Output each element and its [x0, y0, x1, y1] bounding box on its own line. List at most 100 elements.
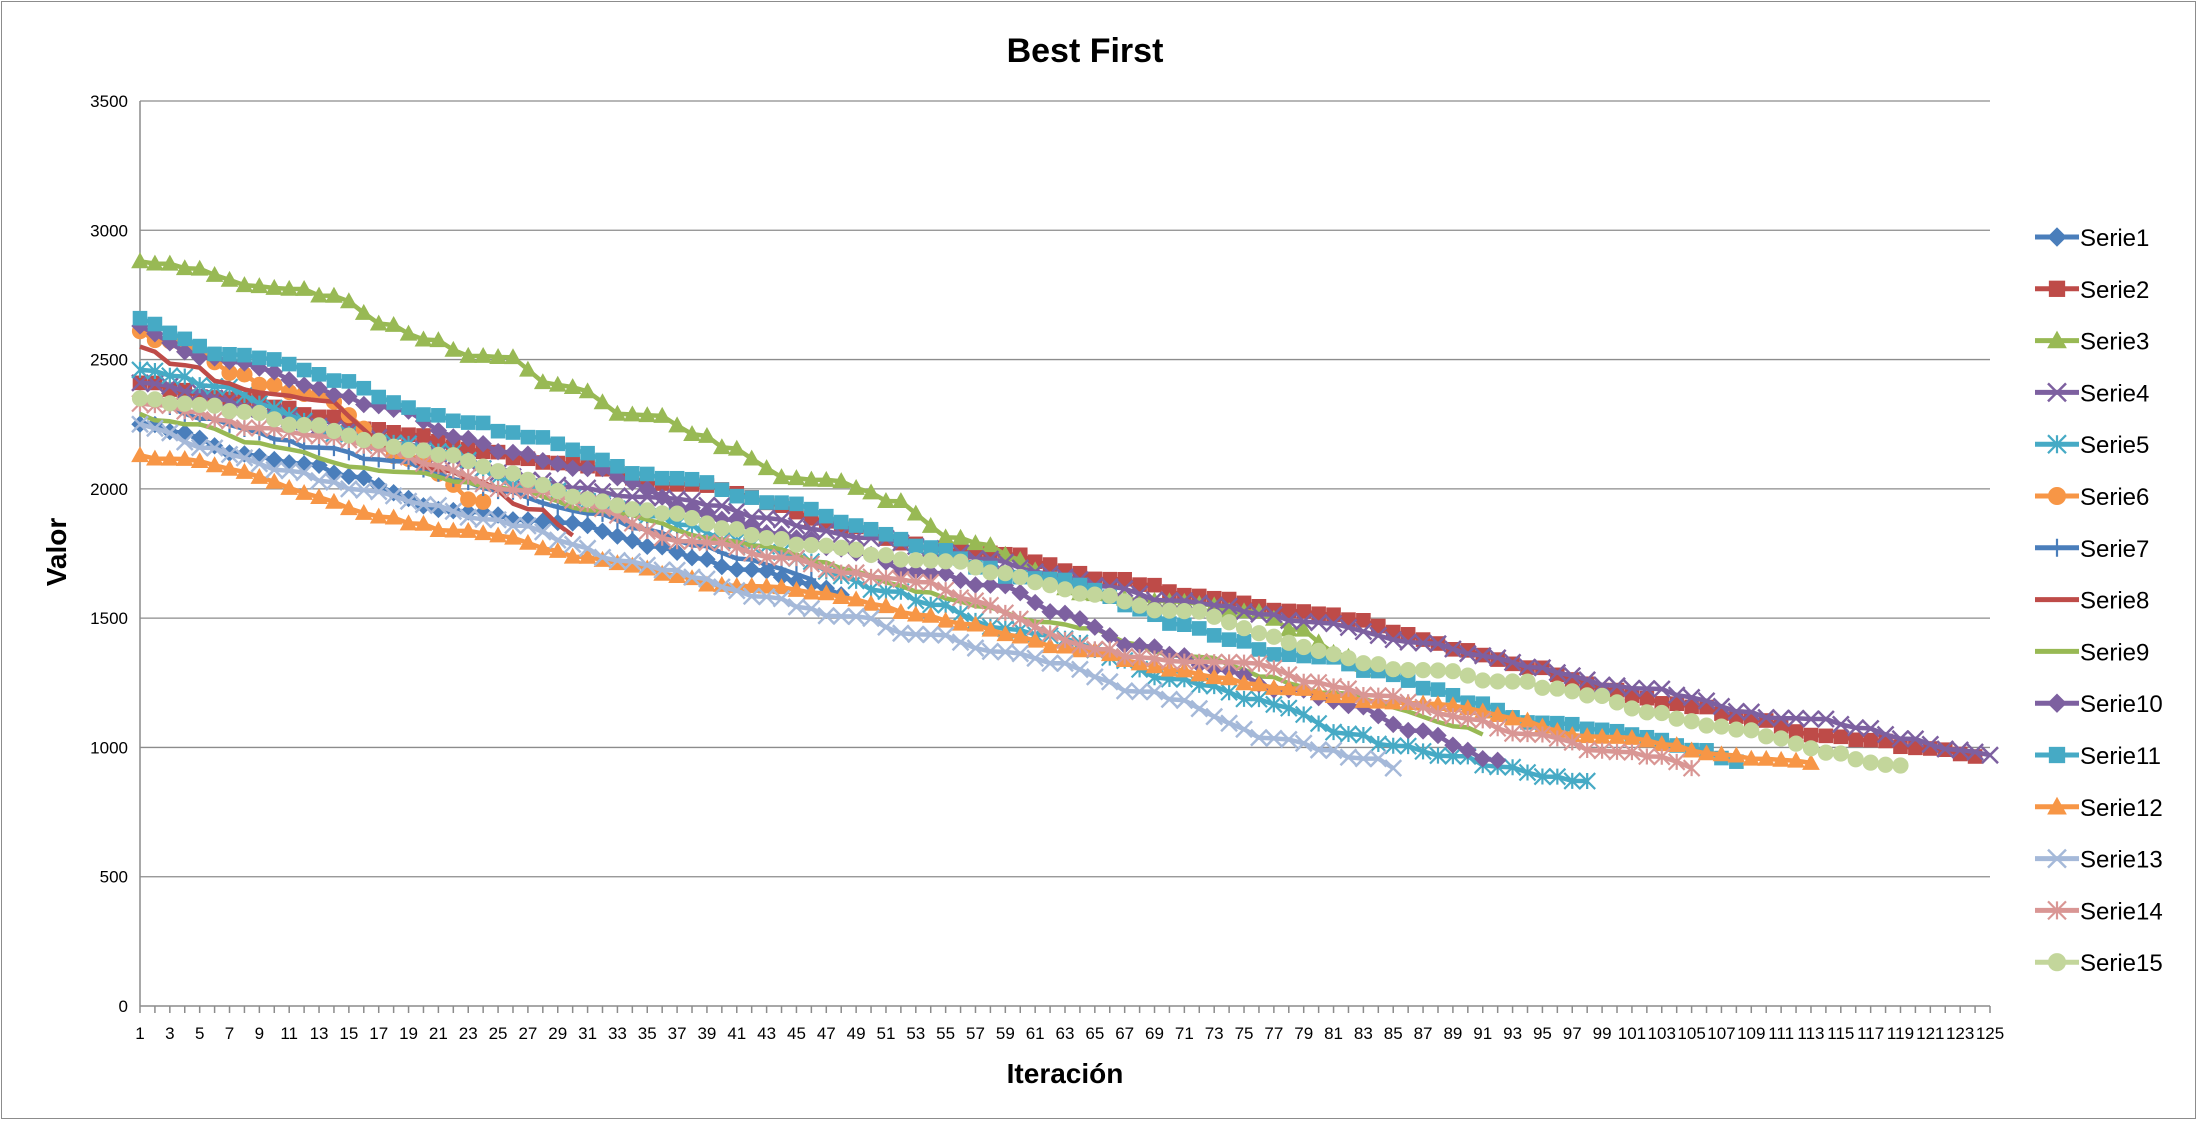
data-point — [1652, 747, 1671, 766]
data-point — [1713, 718, 1730, 735]
legend-item-serie10: Serie10 — [2035, 691, 2163, 718]
data-point — [1712, 697, 1731, 716]
data-point — [1280, 634, 1297, 651]
legend-label: Serie2 — [2080, 277, 2149, 304]
x-tick-label: 75 — [1235, 1024, 1254, 1043]
data-point — [504, 528, 522, 545]
data-point — [1429, 662, 1447, 679]
data-point — [2048, 280, 2066, 297]
data-point — [1309, 684, 1328, 701]
x-tick-label: 1 — [135, 1024, 144, 1043]
data-point — [385, 438, 402, 455]
data-point — [982, 564, 999, 581]
data-point — [742, 577, 761, 594]
data-point — [326, 409, 342, 425]
data-point — [1503, 724, 1522, 743]
x-tick-label: 87 — [1414, 1024, 1433, 1043]
data-point — [1161, 602, 1178, 619]
x-tick-label: 91 — [1473, 1024, 1492, 1043]
data-point — [668, 505, 686, 522]
data-point — [548, 531, 567, 550]
data-point — [1683, 713, 1700, 730]
data-point — [1100, 672, 1119, 691]
data-point — [146, 374, 164, 393]
data-point — [1578, 772, 1596, 790]
data-point — [444, 502, 463, 521]
data-point — [1473, 646, 1492, 665]
data-point — [848, 518, 864, 533]
data-point — [175, 259, 194, 276]
data-point — [1802, 710, 1820, 728]
data-point — [1743, 722, 1760, 739]
data-point — [1831, 715, 1850, 734]
data-point — [160, 449, 179, 466]
data-point — [1296, 604, 1312, 619]
data-point — [1011, 583, 1029, 602]
data-point — [1191, 603, 1208, 620]
data-point — [1251, 642, 1267, 657]
data-point — [354, 481, 373, 499]
data-point — [1279, 730, 1298, 749]
data-point — [146, 449, 164, 466]
data-point — [281, 416, 298, 433]
data-point — [131, 373, 149, 392]
data-point — [325, 473, 343, 492]
data-point — [1652, 680, 1671, 698]
data-point — [1623, 700, 1641, 717]
x-tick-label: 109 — [1737, 1024, 1765, 1043]
data-point — [519, 516, 537, 535]
data-point — [250, 277, 269, 294]
data-point — [146, 362, 164, 380]
data-point — [773, 530, 790, 548]
x-tick-label: 121 — [1916, 1024, 1944, 1043]
y-axis-label: Valor — [41, 518, 72, 587]
data-point — [1071, 610, 1089, 628]
data-point — [2048, 746, 2066, 764]
data-point — [1056, 654, 1074, 673]
legend-item-serie7: Serie7 — [2035, 536, 2149, 563]
data-point — [220, 270, 239, 287]
data-point — [460, 491, 477, 508]
data-point — [951, 528, 970, 545]
data-point — [534, 512, 552, 530]
data-point — [280, 461, 299, 480]
data-point — [951, 588, 970, 607]
series-serie15 — [131, 390, 1909, 774]
data-point — [191, 396, 208, 414]
data-point — [638, 406, 657, 423]
data-point — [877, 492, 895, 508]
data-point — [1190, 652, 1209, 671]
data-point — [727, 581, 746, 600]
data-point — [848, 541, 865, 558]
data-point — [1324, 677, 1343, 696]
data-point — [802, 519, 821, 538]
data-point — [175, 367, 194, 386]
data-point — [1176, 603, 1193, 620]
data-point — [1832, 745, 1849, 762]
data-point — [1429, 634, 1447, 653]
data-point — [1145, 682, 1164, 701]
data-point — [1742, 749, 1761, 766]
x-tick-label: 63 — [1056, 1024, 1075, 1043]
data-point — [190, 452, 209, 469]
data-point — [1250, 728, 1268, 747]
data-point — [339, 479, 358, 498]
data-point — [1846, 718, 1865, 737]
data-point — [1354, 622, 1373, 641]
data-point — [459, 521, 478, 538]
data-point — [1146, 602, 1163, 619]
data-point — [847, 563, 865, 582]
data-point — [235, 419, 254, 437]
data-point — [1309, 613, 1328, 632]
data-point — [698, 550, 716, 568]
data-point — [1041, 577, 1059, 594]
data-point — [1324, 723, 1343, 741]
data-point — [743, 527, 760, 544]
data-point — [1637, 679, 1656, 698]
data-point — [1220, 669, 1238, 686]
data-point — [444, 521, 463, 538]
data-point — [310, 488, 328, 505]
data-point — [877, 582, 895, 601]
data-point — [2051, 538, 2063, 557]
data-point — [1339, 680, 1358, 698]
